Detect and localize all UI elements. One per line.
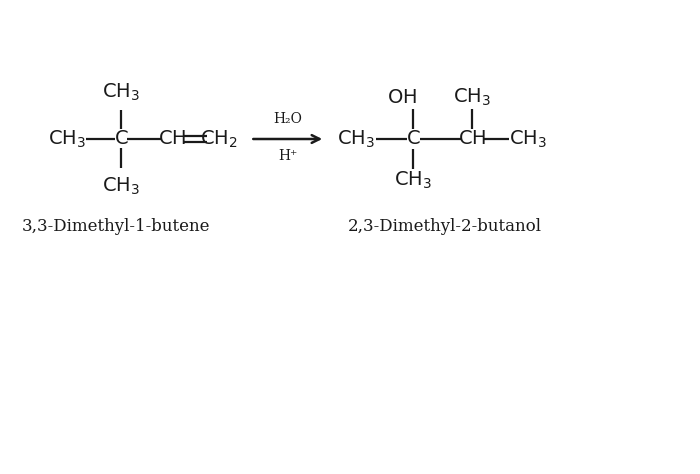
Text: $\mathrm{CH_3}$: $\mathrm{CH_3}$ [102,175,140,197]
Text: $\mathrm{CH}$: $\mathrm{CH}$ [158,130,186,148]
Text: $\mathrm{CH_3}$: $\mathrm{CH_3}$ [48,128,86,150]
Text: $\mathrm{CH_3}$: $\mathrm{CH_3}$ [509,128,547,150]
Text: $\mathrm{CH_3}$: $\mathrm{CH_3}$ [394,170,433,191]
Text: 3,3-Dimethyl-1-butene: 3,3-Dimethyl-1-butene [22,218,210,235]
Text: $\mathrm{CH_3}$: $\mathrm{CH_3}$ [102,82,140,103]
Text: $\mathrm{C}$: $\mathrm{C}$ [406,130,421,148]
Text: $\mathrm{OH}$: $\mathrm{OH}$ [386,89,416,107]
Text: $\mathrm{CH_3}$: $\mathrm{CH_3}$ [454,87,491,108]
Text: $\mathrm{CH_2}$: $\mathrm{CH_2}$ [200,128,238,150]
Text: H₂O: H₂O [273,112,302,126]
Text: 2,3-Dimethyl-2-butanol: 2,3-Dimethyl-2-butanol [348,218,542,235]
Text: $\mathrm{CH}$: $\mathrm{CH}$ [458,130,486,148]
Text: $\mathrm{CH_3}$: $\mathrm{CH_3}$ [337,128,375,150]
Text: $\mathrm{C}$: $\mathrm{C}$ [113,130,128,148]
Text: H⁺: H⁺ [278,149,298,163]
